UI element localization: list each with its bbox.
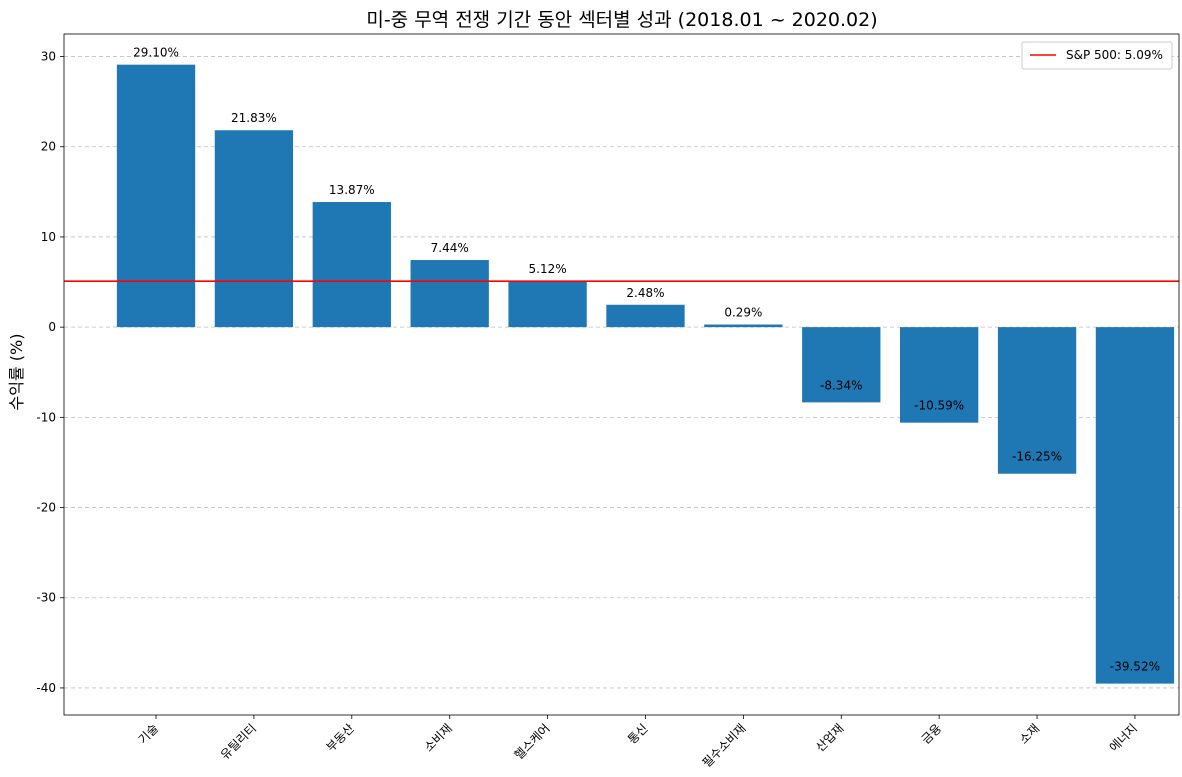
chart-title: 미-중 무역 전쟁 기간 동안 섹터별 성과 (2018.01 ~ 2020.0…	[366, 9, 877, 31]
bar-value-label: 2.48%	[626, 286, 664, 300]
bar-value-label: 13.87%	[329, 183, 375, 197]
y-tick-label: 10	[41, 230, 56, 244]
bar	[214, 130, 294, 328]
plot-frame	[63, 33, 1180, 716]
bar-value-label: -8.34%	[820, 378, 862, 392]
bar	[1095, 327, 1175, 684]
x-tick-label: 유틸리티	[218, 721, 259, 762]
bar	[410, 260, 489, 328]
y-tick-label: -20	[36, 501, 56, 515]
bar-value-label: -10.59%	[914, 399, 964, 413]
y-axis-label: 수익률 (%)	[7, 334, 26, 411]
x-tick-label: 에너지	[1107, 721, 1140, 754]
x-tick-label: 부동산	[324, 721, 357, 754]
bar	[116, 64, 196, 328]
legend-label: S&P 500: 5.09%	[1066, 48, 1163, 62]
bar-value-label: 7.44%	[431, 241, 469, 255]
bar-value-label: 0.29%	[724, 306, 762, 320]
x-tick-label: 필수소비재	[700, 721, 749, 770]
bar	[312, 202, 391, 328]
y-tick-label: 30	[41, 50, 56, 64]
x-tick-label: 산업재	[813, 721, 846, 754]
y-tick-label: -40	[36, 681, 56, 695]
bar	[704, 324, 783, 328]
y-tick-label: 20	[41, 140, 56, 154]
bar	[508, 280, 587, 328]
legend-box	[1021, 41, 1173, 70]
y-tick-label: -30	[36, 591, 56, 605]
bar	[606, 304, 685, 328]
bar-value-label: 21.83%	[231, 111, 277, 125]
x-tick-label: 통신	[625, 721, 651, 747]
x-tick-label: 금융	[919, 721, 945, 747]
bar	[802, 327, 881, 403]
bar	[900, 327, 979, 423]
x-tick-label: 소비재	[421, 721, 454, 754]
bar	[997, 327, 1077, 474]
bar-value-label: 5.12%	[529, 262, 567, 276]
bars	[116, 64, 1175, 684]
x-tick-label: 소재	[1017, 721, 1043, 747]
bar-value-label: 29.10%	[133, 46, 179, 60]
legend: S&P 500: 5.09%	[1021, 41, 1173, 70]
x-tick-label: 헬스케어	[512, 721, 553, 762]
y-tick-label: 0	[48, 320, 56, 334]
bar-value-label: -16.25%	[1012, 450, 1062, 464]
bar-value-labels: 29.10% 21.83% 13.87% 7.44% 5.12% 2.48% 0.29% -8…	[133, 46, 1160, 674]
x-tick-label: 기술	[136, 721, 162, 747]
bar-value-label: -39.52%	[1110, 660, 1160, 674]
y-tick-label: -10	[36, 410, 56, 424]
